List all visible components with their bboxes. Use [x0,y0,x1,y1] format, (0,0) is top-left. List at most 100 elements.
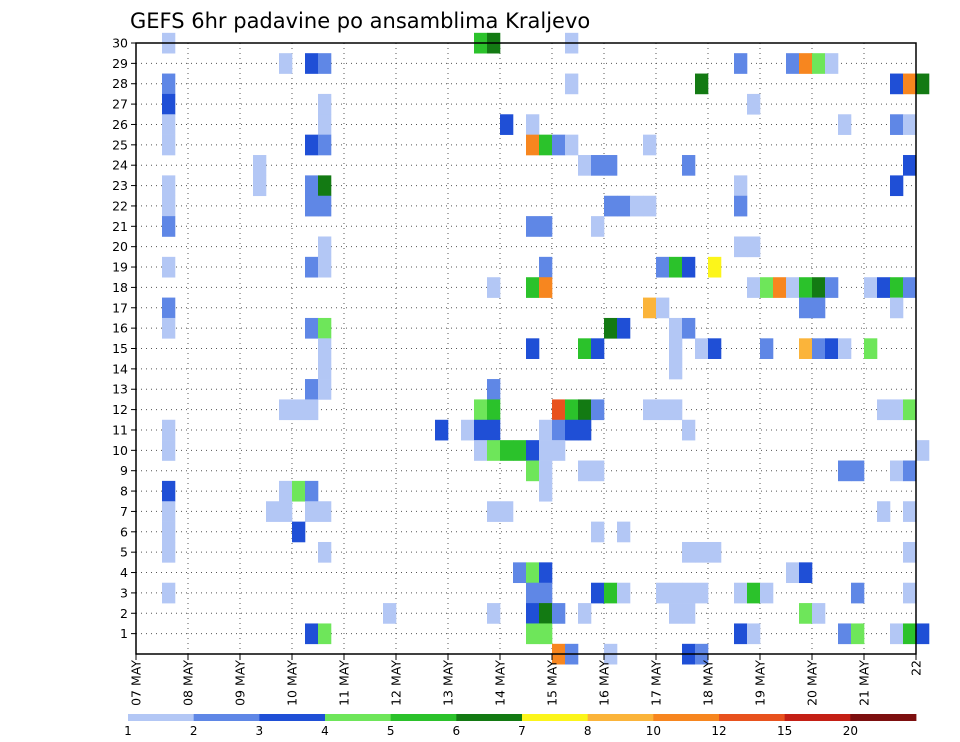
data-cell [656,256,670,278]
data-cell [682,603,696,624]
data-cell [903,155,917,176]
x-tick-label: 08 MAY [181,660,196,706]
x-tick-label: 22 [909,660,924,676]
data-cell [253,155,267,176]
x-tick-label: 16 MAY [597,660,612,706]
data-cell [526,460,540,482]
color-scale-label: 3 [256,724,264,738]
data-cell [643,134,657,156]
data-cell [500,440,514,461]
y-tick-label: 22 [112,198,128,213]
data-cell [162,480,176,502]
data-cell [682,155,696,176]
data-cell [266,501,280,522]
x-axis: 07 MAY 08 MAY 09 MAY 10 MAY 11 MAY 12 MAY 13 M… [129,654,924,706]
color-scale-swatch [850,714,917,721]
y-tick-label: 24 [112,158,128,173]
y-tick-label: 28 [112,76,128,91]
data-cell [903,460,917,482]
data-cell [253,175,267,197]
y-tick-label: 1 [120,626,128,641]
data-cell [799,603,813,624]
data-cell [162,582,176,604]
data-cell [305,480,319,502]
data-cell [916,440,930,461]
color-scale-swatch [653,714,720,721]
data-cell [604,317,618,339]
data-cell [617,521,631,543]
y-tick-label: 3 [120,585,128,600]
color-scale-label: 7 [518,724,526,738]
y-tick-label: 18 [112,280,128,295]
data-cell [682,582,696,604]
y-tick-label: 12 [112,402,128,417]
data-cell [890,623,904,645]
y-tick-label: 15 [112,341,128,356]
data-cell [656,399,670,421]
data-cell [591,155,605,176]
data-cell [578,460,592,482]
data-cell [890,114,904,135]
data-cell [292,399,306,421]
data-cell [643,399,657,421]
color-scale-swatch [259,714,326,721]
data-cell [851,582,865,604]
data-cell [760,338,774,359]
color-scale-label: 2 [190,724,198,738]
data-cell [903,623,917,645]
data-cell [747,277,761,298]
color-scale: 1 2 3 4 5 6 7 8 10 12 15 20 [124,714,917,738]
color-scale-swatch [193,714,260,721]
data-cell [734,623,748,645]
color-scale-label: 12 [711,724,726,738]
y-tick-label: 21 [112,219,128,234]
data-cell [279,53,293,74]
data-cell [318,541,332,563]
color-scale-label: 1 [124,724,132,738]
x-tick-label: 21 MAY [857,660,872,706]
data-cell [682,256,696,278]
data-cell [903,582,917,604]
x-tick-label: 15 MAY [545,660,560,706]
data-cell [799,338,813,359]
data-cell [604,195,618,217]
data-cell [162,256,176,278]
color-scale-label: 15 [777,724,792,738]
data-cell [812,297,826,319]
x-tick-label: 11 MAY [337,660,352,706]
data-cell [565,419,579,441]
data-cell [305,317,319,339]
color-scale-swatch [522,714,589,721]
data-cell [656,582,670,604]
data-cell [799,53,813,74]
data-cell [552,603,566,624]
data-cell [760,277,774,298]
data-cell [318,175,332,197]
data-cell [890,297,904,319]
data-cell [552,440,566,461]
data-cell [305,256,319,278]
data-cell [864,338,878,359]
data-cell [305,379,319,400]
data-cell [838,623,852,645]
data-cell [539,134,553,156]
y-tick-label: 13 [112,382,128,397]
x-tick-label: 19 MAY [753,660,768,706]
data-cell [578,399,592,421]
data-cell [539,256,553,278]
data-cells [162,32,930,665]
data-cell [799,277,813,298]
data-cell [669,399,683,421]
data-cell [747,582,761,604]
data-cell [552,419,566,441]
data-cell [474,419,488,441]
data-cell [916,73,930,95]
y-tick-label: 16 [112,321,128,336]
data-cell [305,134,319,156]
data-cell [591,460,605,482]
data-cell [851,460,865,482]
data-cell [578,338,592,359]
y-tick-label: 17 [112,300,128,315]
data-cell [669,582,683,604]
data-cell [305,195,319,217]
